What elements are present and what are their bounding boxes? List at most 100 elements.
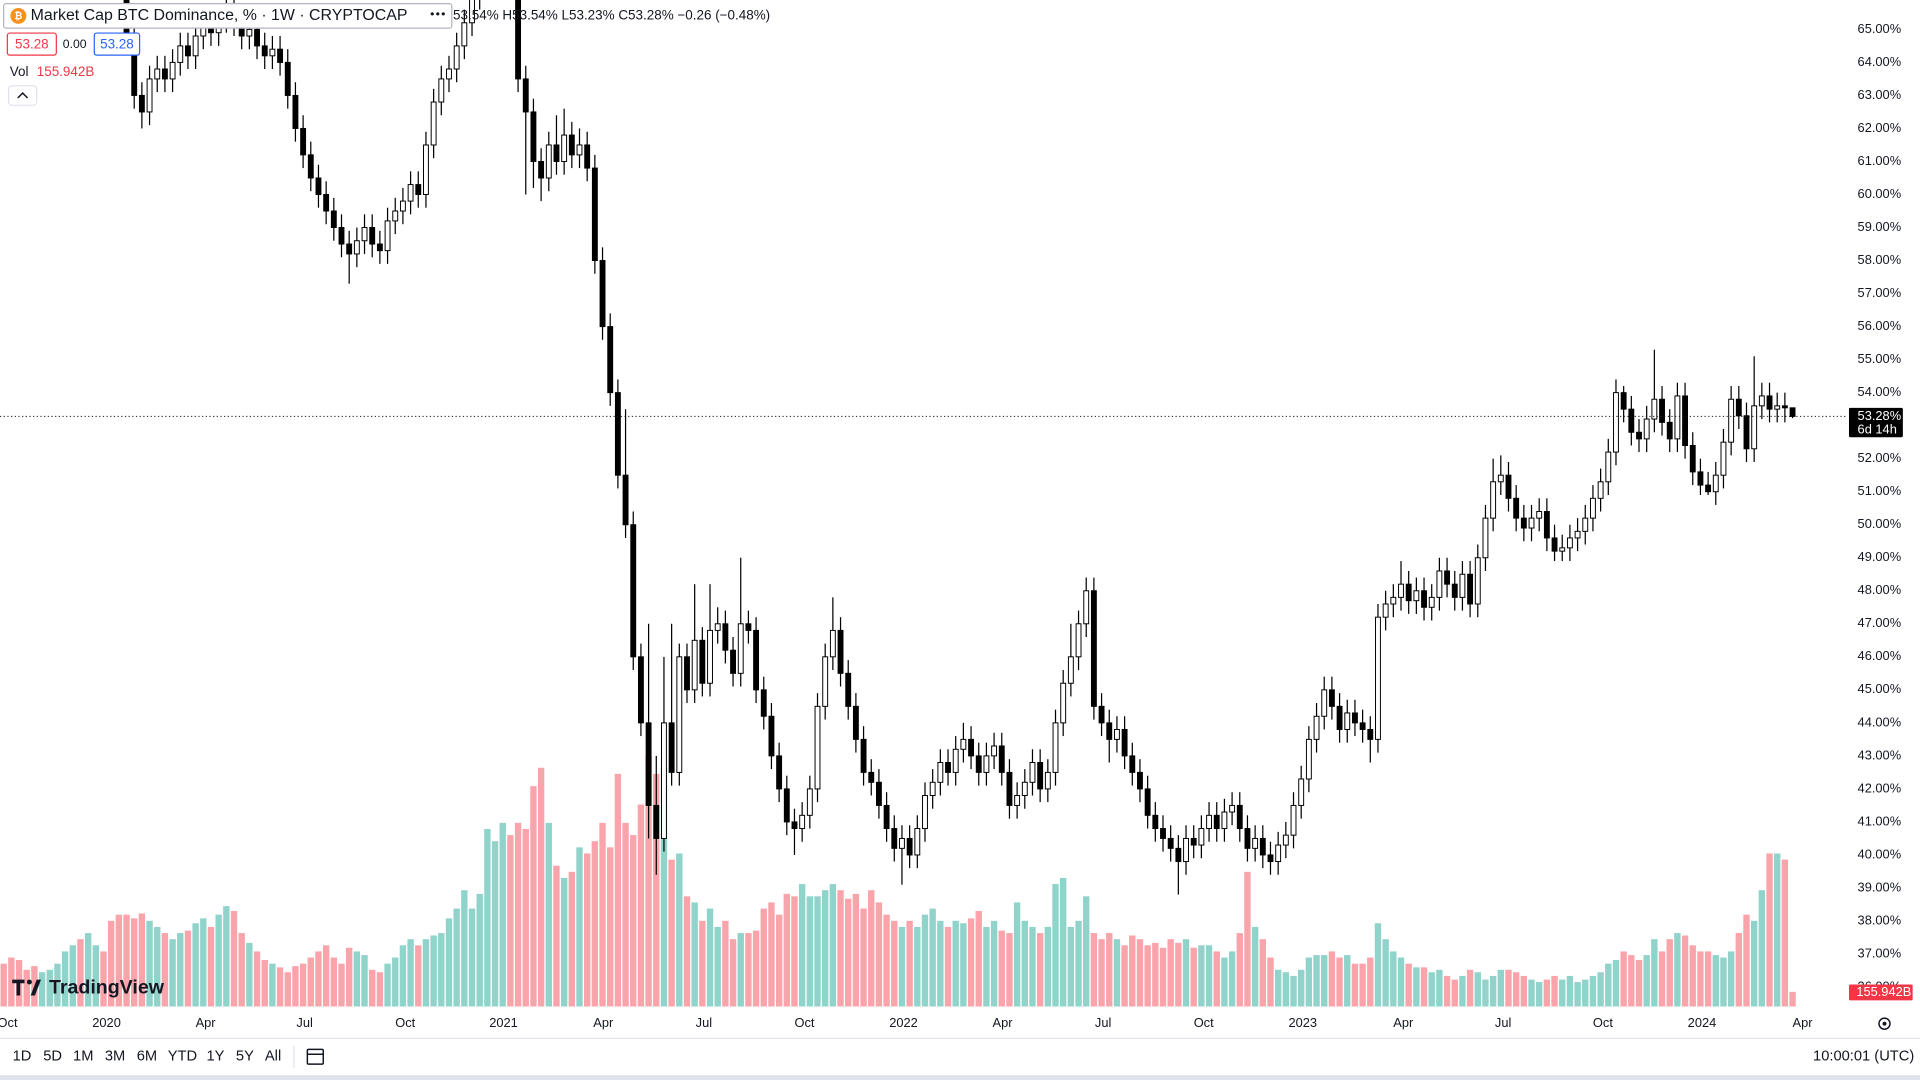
candle-body [1559,547,1566,552]
volume-bar [1420,967,1428,1007]
candle-body [1290,804,1297,836]
collapse-legend-button[interactable] [7,85,38,106]
volume-bar [722,920,729,1007]
volume-bar [775,914,783,1007]
x-tick-label: Jul [696,1015,712,1030]
volume-bar [1044,926,1052,1007]
volume-bar [253,951,261,1007]
x-tick-label: Apr [1393,1015,1414,1030]
candle-body [1605,451,1612,483]
buy-price[interactable]: 53.28 [100,36,134,51]
candle-body [1520,517,1527,529]
candle-body [384,220,391,252]
volume-bar [545,822,552,1007]
candle-body [875,781,882,806]
candle-body [1183,837,1189,863]
goto-date-button[interactable] [306,1048,324,1065]
symbol-title[interactable]: Market Cap BTC Dominance, % · 1W · CRYPT… [31,7,408,24]
volume-bar [1413,967,1420,1007]
candle-body [246,28,253,37]
x-tick-label: Oct [1593,1015,1613,1030]
volume-bar [0,963,7,1007]
volume-bar [1789,991,1796,1007]
candle-body [991,745,998,757]
clock[interactable]: 10:00:01 (UTC) [1813,1049,1914,1065]
volume-bar [1405,963,1412,1007]
candle-body [292,94,299,129]
volume-bar [845,898,852,1007]
volume-bar [607,847,614,1007]
candle-body [515,0,522,80]
candle-body [392,210,399,222]
candle-body [637,656,644,724]
candle-body [361,227,368,242]
candle-body [1229,804,1236,813]
candle-body [1451,583,1458,598]
volume-bar [1482,979,1489,1007]
range-button[interactable]: 1D [13,1049,32,1065]
volume-badge [1848,984,1913,1001]
settings-button[interactable] [1878,1017,1891,1030]
candle-body [998,745,1005,773]
logo-text: TradingView [49,976,165,998]
volume-bar [407,939,414,1007]
volume-bar [415,945,422,1007]
volume-bar [1198,945,1205,1007]
volume-bar [115,914,123,1007]
candle-body [1328,689,1335,707]
x-tick-label: Oct [395,1015,415,1030]
logo[interactable]: TradingView [12,976,165,998]
candle-body [1375,616,1381,740]
volume-bar [1236,933,1243,1007]
volume-bar [1106,933,1113,1007]
candle-body [645,722,652,806]
candle-body [315,177,322,195]
range-button[interactable]: All [265,1049,281,1065]
more-button[interactable]: ••• [430,7,447,21]
volume-bar [852,893,860,1007]
volume-bar [891,920,898,1007]
candle-body [1697,471,1704,486]
sell-box[interactable] [6,32,57,56]
candle-body [430,101,437,146]
candle-body [968,738,974,757]
volume-bar [998,930,1005,1007]
last-price-label: 53.28% [1858,408,1902,423]
y-tick-label: 58.00% [1858,252,1902,267]
range-button[interactable]: YTD [168,1049,197,1065]
range-button[interactable]: 5D [43,1049,62,1065]
volume-bar [929,908,936,1007]
candle-body [1006,771,1013,806]
legend-title-box[interactable] [3,3,453,29]
volume-bar [77,939,84,1007]
volume-bar [1697,951,1704,1007]
candle-body [185,45,191,57]
volume-bar [729,939,737,1007]
volume-bar [967,918,975,1007]
volume-bar [491,841,499,1007]
volume-bar [514,822,522,1007]
buy-box[interactable] [93,32,141,56]
volume-bar [261,960,268,1007]
range-button[interactable]: 1Y [207,1049,225,1065]
range-button[interactable]: 5Y [236,1049,254,1065]
candle-body [1758,395,1765,407]
volume-bar [1259,939,1266,1007]
volume-bar [937,920,944,1007]
volume-bar [952,920,959,1007]
volume-bar [783,893,790,1007]
candle-body [1490,481,1497,519]
range-button[interactable]: 3M [105,1049,125,1065]
candle-body [1543,511,1550,539]
volume-bar [269,963,276,1007]
range-button[interactable]: 1M [73,1049,93,1065]
candle-body [1643,418,1650,440]
candle-body [1651,398,1658,420]
candle-body [1459,573,1466,598]
y-tick-label: 41.00% [1858,813,1902,828]
range-button[interactable]: 6M [137,1049,157,1065]
volume-bar [1666,939,1673,1007]
sell-price[interactable]: 53.28 [15,36,49,51]
bottom-toolbar: 1D 5D 1M 3M 6M YTD 1Y 5Y All [13,1049,282,1065]
